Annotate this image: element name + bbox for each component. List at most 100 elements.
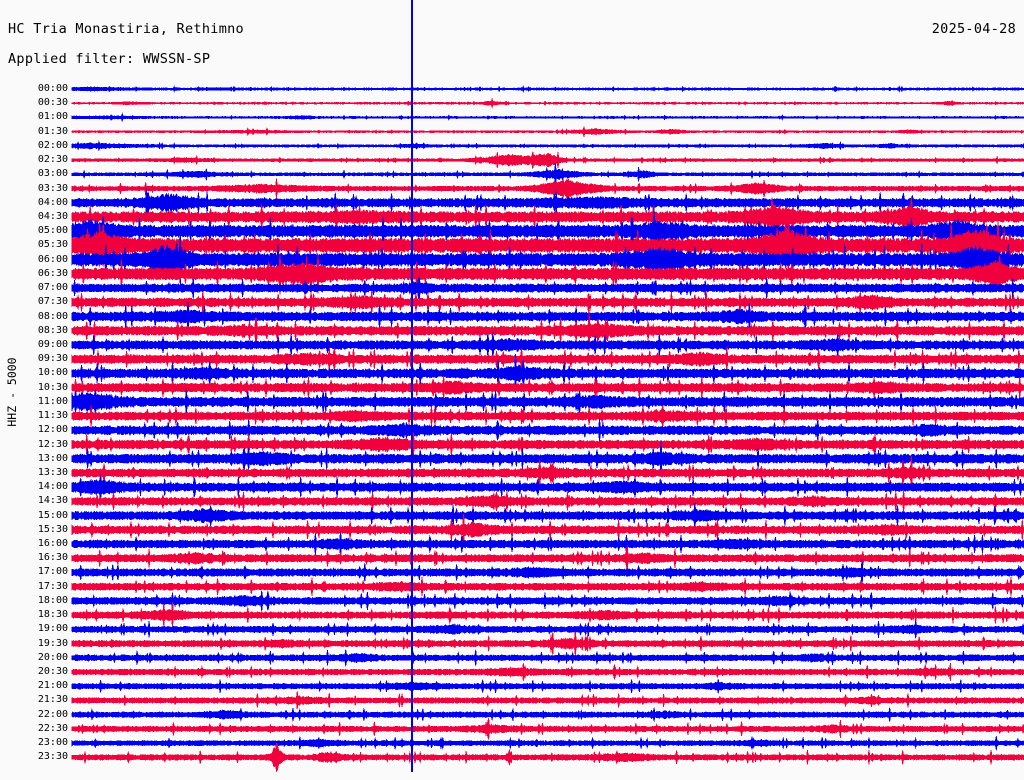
applied-filter-label: Applied filter: WWSSN-SP bbox=[8, 51, 211, 67]
trace-row bbox=[71, 126, 1024, 137]
trace-row bbox=[71, 474, 1024, 500]
trace-row bbox=[71, 310, 1024, 351]
trace-row bbox=[71, 207, 1024, 256]
trace-row bbox=[71, 405, 1024, 428]
trace-row bbox=[71, 502, 1024, 530]
trace-row bbox=[71, 431, 1024, 458]
time-tick-label: 18:30 bbox=[37, 609, 68, 621]
time-tick-label: 09:30 bbox=[37, 353, 68, 365]
trace-row bbox=[71, 290, 1024, 314]
time-tick-label: 12:00 bbox=[37, 424, 68, 436]
time-tick-label: 03:00 bbox=[37, 168, 68, 180]
time-tick-label: 14:00 bbox=[37, 481, 68, 493]
time-tick-label: 03:30 bbox=[37, 182, 68, 194]
trace-row bbox=[71, 151, 1024, 169]
trace-row bbox=[71, 388, 1024, 415]
helicorder-plot: 00:00 00:30 01:00 01:30 02:00 02:30 03:00 03:30… bbox=[0, 78, 1024, 778]
trace-row bbox=[71, 662, 1024, 682]
time-tick-label: 10:00 bbox=[37, 367, 68, 379]
trace-row bbox=[71, 513, 1024, 546]
trace-row bbox=[71, 85, 1024, 93]
page-title: HC Tria Monastiria, Rethimno bbox=[8, 21, 244, 37]
trace-row bbox=[71, 418, 1024, 443]
time-tick-label: 23:00 bbox=[37, 737, 68, 749]
trace-row bbox=[71, 253, 1024, 295]
trace-row bbox=[71, 742, 1024, 772]
time-tick-label: 00:30 bbox=[37, 97, 68, 109]
trace-row bbox=[71, 678, 1024, 694]
time-tick-label: 17:30 bbox=[37, 580, 68, 592]
time-tick-label: 22:00 bbox=[37, 708, 68, 720]
trace-row bbox=[71, 545, 1024, 571]
time-tick-label: 06:00 bbox=[37, 253, 68, 265]
time-tick-label: 01:30 bbox=[37, 125, 68, 137]
time-tick-label: 21:00 bbox=[37, 680, 68, 692]
time-tick-label: 05:00 bbox=[37, 225, 68, 237]
time-tick-label: 15:30 bbox=[37, 523, 68, 535]
trace-row bbox=[71, 717, 1024, 741]
time-tick-label: 07:00 bbox=[37, 282, 68, 294]
seismic-traces bbox=[71, 85, 1024, 772]
record-date: 2025-04-28 bbox=[931, 21, 1016, 37]
trace-row bbox=[71, 331, 1024, 359]
trace-row bbox=[71, 706, 1024, 723]
time-tick-label: 11:00 bbox=[37, 395, 68, 407]
time-tick-label: 00:00 bbox=[37, 83, 68, 94]
time-tick-label: 15:00 bbox=[37, 509, 68, 521]
trace-row bbox=[71, 649, 1024, 667]
time-cursor-line[interactable] bbox=[411, 0, 413, 772]
trace-row bbox=[71, 620, 1024, 639]
trace-row bbox=[71, 691, 1024, 710]
time-tick-label: 01:00 bbox=[37, 111, 68, 123]
time-tick-label: 11:30 bbox=[37, 410, 68, 422]
time-tick-label: 16:30 bbox=[37, 552, 68, 564]
time-tick-label: 06:30 bbox=[37, 267, 68, 279]
time-tick-label: 05:30 bbox=[37, 239, 68, 251]
time-tick-label: 10:30 bbox=[37, 381, 68, 393]
trace-row bbox=[71, 631, 1024, 656]
trace-row bbox=[71, 163, 1024, 186]
time-tick-label: 17:00 bbox=[37, 566, 68, 578]
trace-row bbox=[71, 456, 1024, 490]
time-tick-label: 16:00 bbox=[37, 538, 68, 550]
trace-row bbox=[71, 97, 1024, 109]
time-tick-label: 04:30 bbox=[37, 210, 68, 222]
time-tick-label: 18:00 bbox=[37, 594, 68, 606]
trace-row bbox=[71, 346, 1024, 373]
time-tick-label: 04:00 bbox=[37, 196, 68, 208]
trace-row bbox=[71, 232, 1024, 288]
time-tick-label: 02:30 bbox=[37, 154, 68, 166]
time-tick-label: 19:30 bbox=[37, 637, 68, 649]
time-tick-label: 19:00 bbox=[37, 623, 68, 635]
time-tick-label: 08:00 bbox=[37, 310, 68, 322]
trace-row bbox=[71, 353, 1024, 394]
trace-row bbox=[71, 559, 1024, 586]
trace-row bbox=[71, 196, 1024, 238]
time-tick-label: 07:30 bbox=[37, 296, 68, 308]
trace-row bbox=[71, 735, 1024, 751]
trace-row bbox=[71, 140, 1024, 152]
time-tick-label: 23:30 bbox=[37, 751, 68, 763]
trace-row bbox=[71, 188, 1024, 218]
trace-row bbox=[71, 576, 1024, 597]
trace-row bbox=[71, 376, 1024, 400]
trace-row bbox=[71, 440, 1024, 477]
time-tick-label: 09:00 bbox=[37, 338, 68, 350]
time-tick-label: 02:00 bbox=[37, 139, 68, 151]
trace-row bbox=[71, 276, 1024, 300]
trace-row bbox=[71, 301, 1024, 332]
time-tick-label: 22:30 bbox=[37, 722, 68, 734]
time-tick-label: 20:00 bbox=[37, 651, 68, 663]
time-tick-label: 12:30 bbox=[37, 438, 68, 450]
trace-row bbox=[71, 602, 1024, 629]
trace-row bbox=[71, 178, 1024, 199]
time-tick-label: 21:30 bbox=[37, 694, 68, 706]
trace-row bbox=[71, 590, 1024, 612]
trace-row bbox=[71, 530, 1024, 558]
trace-row bbox=[71, 490, 1024, 513]
time-axis-labels: 00:00 00:30 01:00 01:30 02:00 02:30 03:00 03:30… bbox=[0, 78, 70, 778]
time-tick-label: 13:00 bbox=[37, 452, 68, 464]
time-tick-label: 08:30 bbox=[37, 324, 68, 336]
trace-row bbox=[71, 112, 1024, 123]
